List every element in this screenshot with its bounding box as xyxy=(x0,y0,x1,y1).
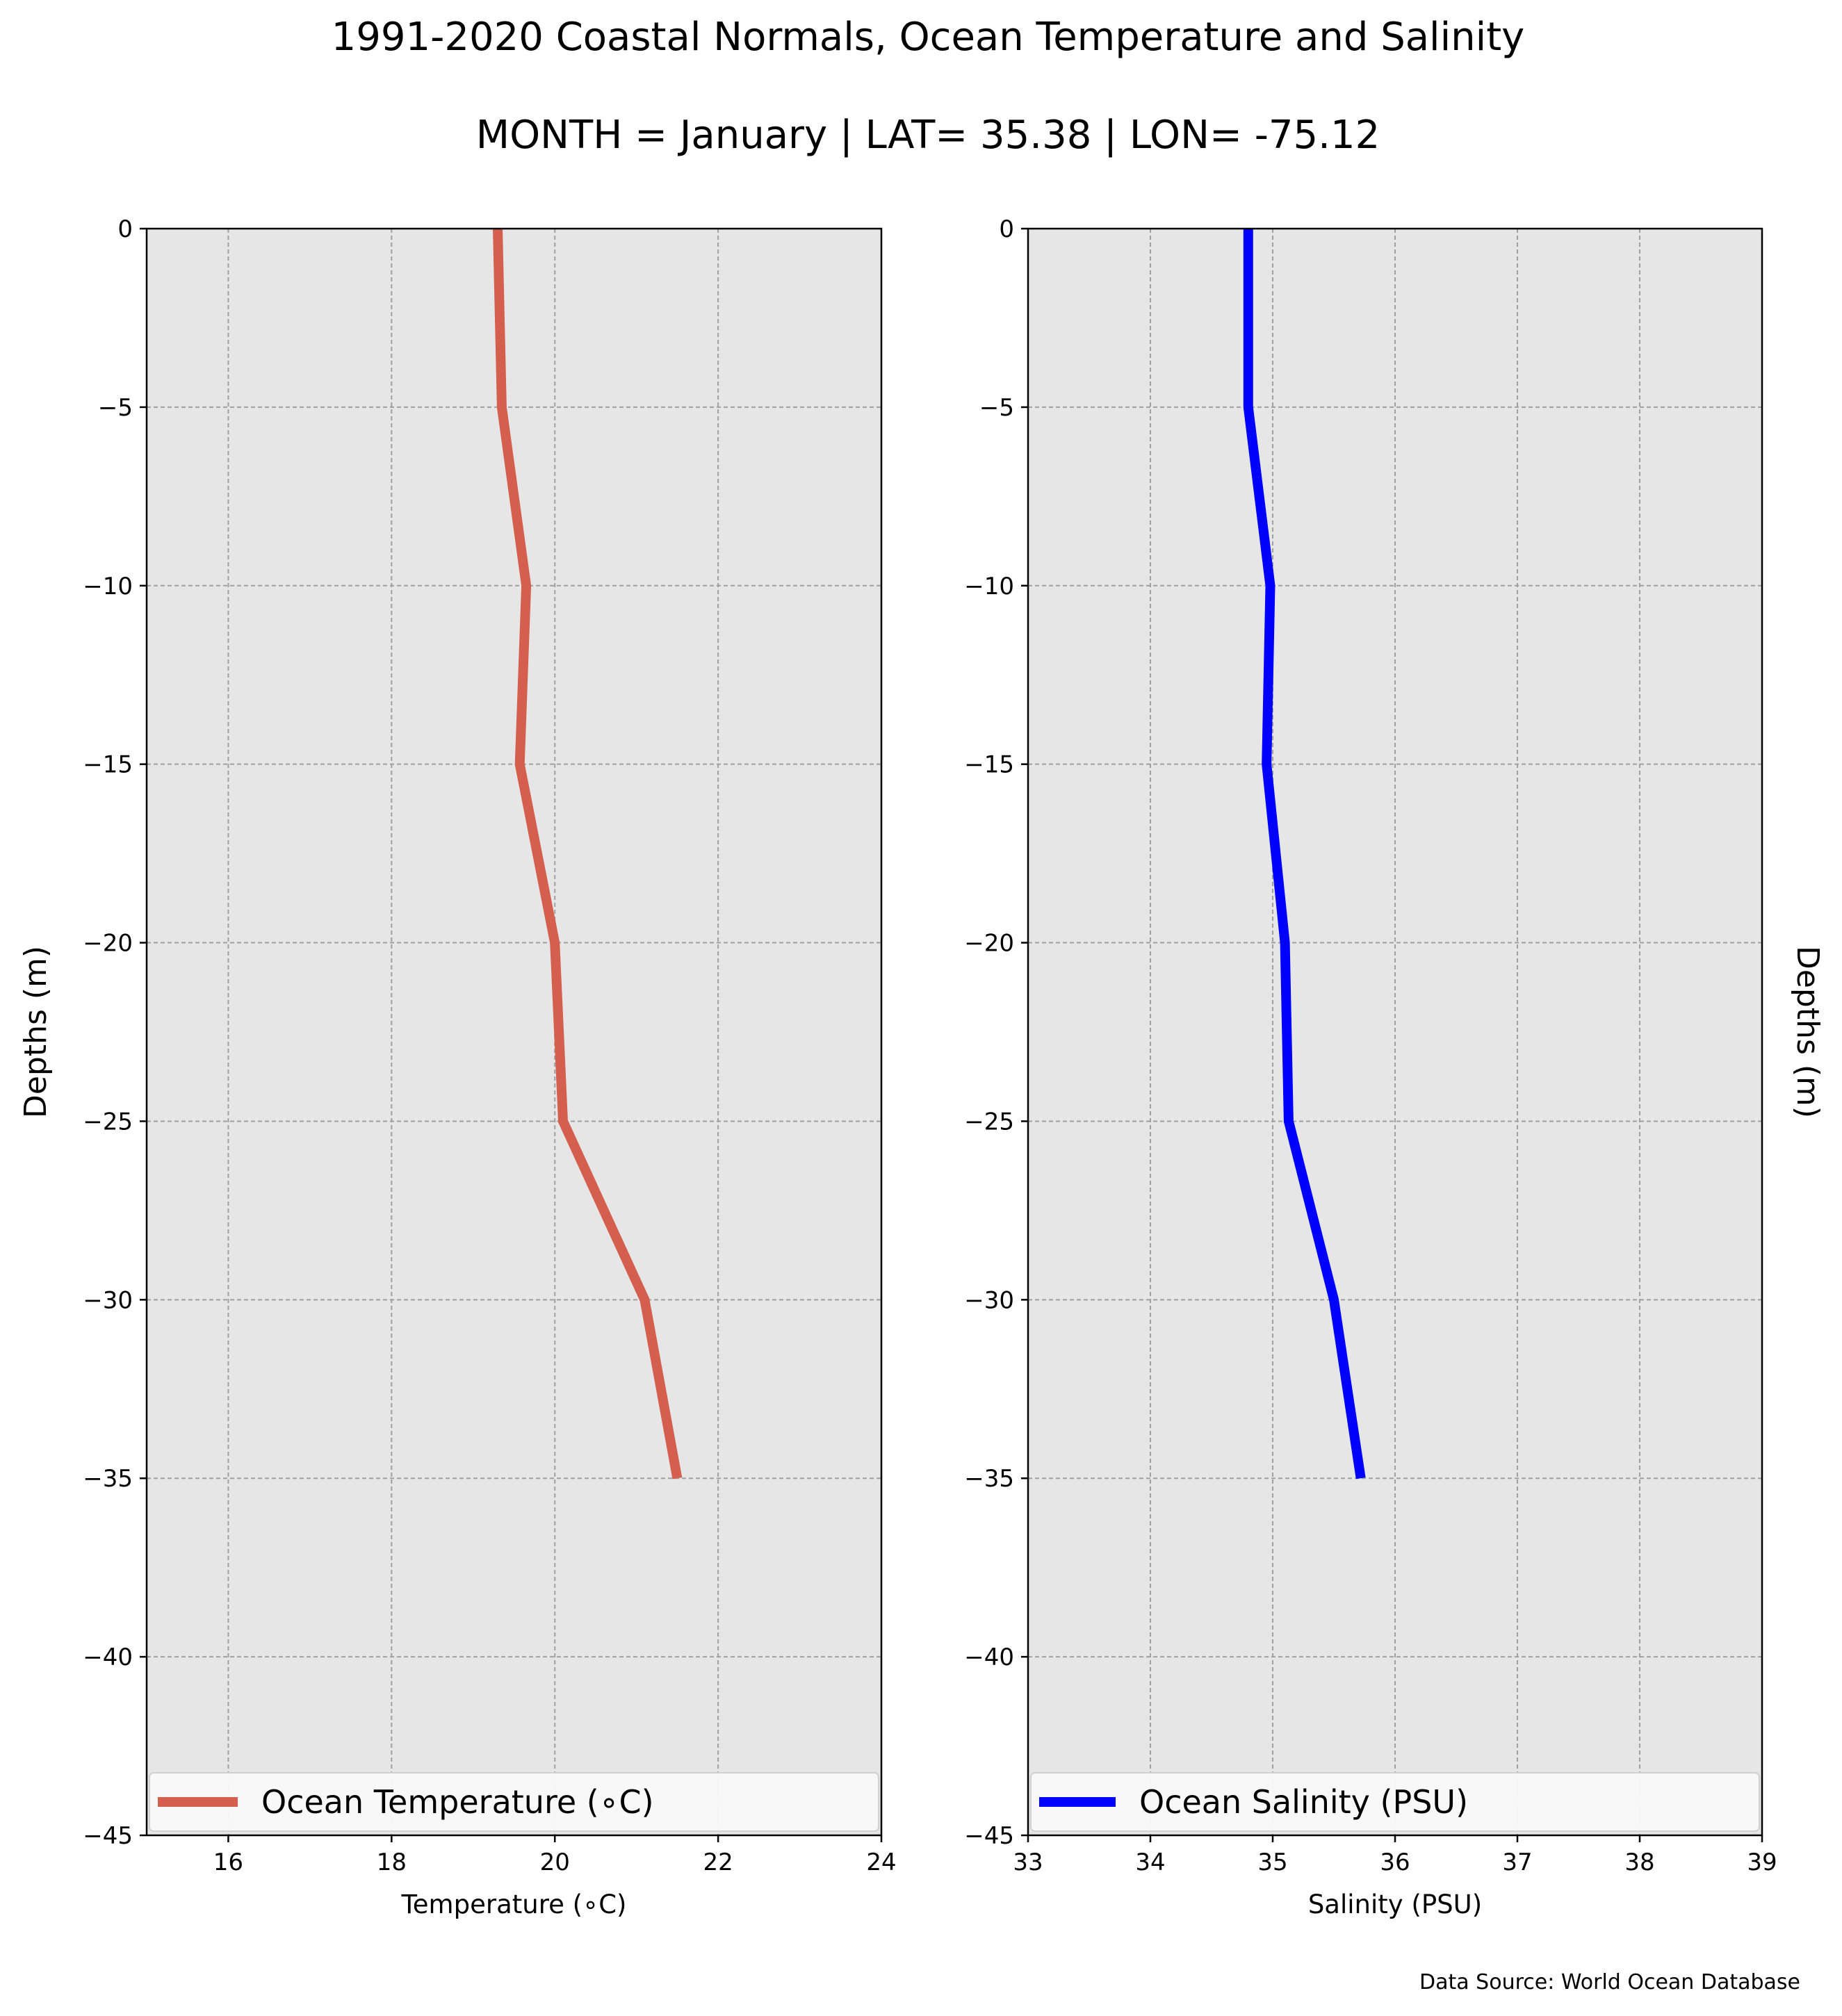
legend-label: Ocean Temperature (∘C) xyxy=(261,1783,654,1821)
y-tick-label: −20 xyxy=(964,930,1014,958)
y-tick-label: −35 xyxy=(83,1465,133,1493)
y-axis-label: Depths (m) xyxy=(18,946,54,1118)
x-tick-label: 18 xyxy=(377,1849,407,1876)
legend-label: Ocean Salinity (PSU) xyxy=(1139,1783,1468,1821)
figure-title: 1991-2020 Coastal Normals, Ocean Tempera… xyxy=(332,15,1525,60)
y-tick-label: 0 xyxy=(999,215,1014,243)
y-tick-label: −45 xyxy=(83,1822,133,1850)
series-line xyxy=(1243,229,1366,1480)
x-tick-label: 37 xyxy=(1502,1849,1532,1876)
y-tick-label: −5 xyxy=(979,394,1014,422)
y-tick-label: −35 xyxy=(964,1465,1014,1493)
y-tick-label: −5 xyxy=(98,394,133,422)
series-line xyxy=(493,228,683,1480)
x-tick-label: 38 xyxy=(1624,1849,1654,1876)
data-source-note: Data Source: World Ocean Database xyxy=(1419,1970,1800,1994)
x-tick-label: 20 xyxy=(540,1849,570,1876)
y-tick-label: −30 xyxy=(83,1286,133,1314)
x-tick-label: 22 xyxy=(703,1849,733,1876)
y-tick-label: −30 xyxy=(964,1286,1014,1314)
y-tick-label: −40 xyxy=(964,1644,1014,1671)
y-tick-label: −25 xyxy=(83,1108,133,1136)
x-tick-label: 33 xyxy=(1013,1849,1043,1876)
x-tick-label: 35 xyxy=(1257,1849,1287,1876)
legend-box xyxy=(1030,1772,1760,1832)
x-tick-label: 24 xyxy=(866,1849,896,1876)
x-tick-label: 36 xyxy=(1380,1849,1410,1876)
legend-box xyxy=(149,1772,879,1832)
y-tick-label: −10 xyxy=(83,573,133,600)
y-tick-label: 0 xyxy=(117,215,133,243)
x-tick-label: 16 xyxy=(213,1849,243,1876)
y-tick-label: −40 xyxy=(83,1644,133,1671)
y-tick-label: −15 xyxy=(83,751,133,779)
figure-subtitle: MONTH = January | LAT= 35.38 | LON= -75.… xyxy=(476,113,1380,158)
y-tick-label: −45 xyxy=(964,1822,1014,1850)
legend: Ocean Salinity (PSU) xyxy=(1030,1772,1760,1832)
y-tick-label: −10 xyxy=(964,573,1014,600)
y-tick-label: −15 xyxy=(964,751,1014,779)
axes-frame xyxy=(145,227,883,1837)
salinity-panel: 33 34 35 36 37 38 39 0 −5 −10 −15 −20 −25 −30 −35 −40 −4… xyxy=(964,215,1825,1919)
x-axis-label: Temperature (∘C) xyxy=(400,1890,626,1919)
temperature-panel: 16 18 20 22 24 0 −5 −10 −15 −20 −25 −30 −35 −40 −45 Tem… xyxy=(18,215,897,1919)
x-tick-label: 34 xyxy=(1135,1849,1165,1876)
y-tick-label: −25 xyxy=(964,1108,1014,1136)
y-tick-label: −20 xyxy=(83,930,133,958)
x-tick-label: 39 xyxy=(1747,1849,1777,1876)
legend: Ocean Temperature (∘C) xyxy=(149,1772,879,1832)
y-axis-label: Depths (m) xyxy=(1790,946,1825,1118)
x-axis-label: Salinity (PSU) xyxy=(1308,1890,1482,1919)
